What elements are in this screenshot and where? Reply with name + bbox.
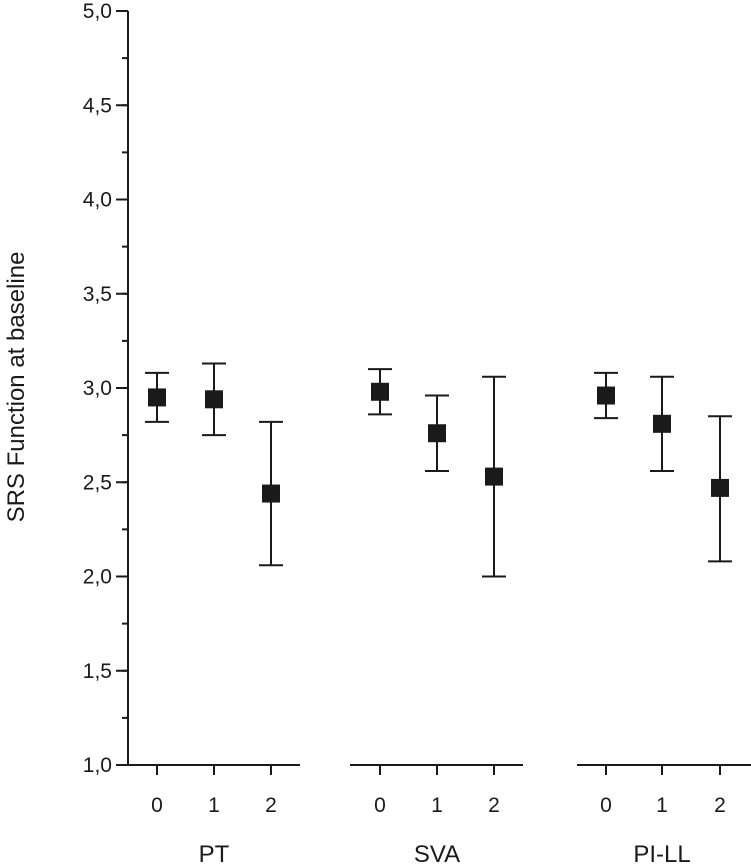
y-axis-label: SRS Function at baseline bbox=[3, 252, 30, 523]
group-label: SVA bbox=[414, 841, 460, 866]
data-point bbox=[653, 414, 671, 433]
data-point bbox=[711, 478, 729, 497]
y-tick-label: 2,0 bbox=[83, 566, 112, 589]
x-tick-label: 0 bbox=[374, 794, 386, 817]
y-tick-label: 5,0 bbox=[83, 0, 112, 23]
group-sva: 0 1 2 SVA bbox=[350, 368, 523, 866]
y-tick-label: 3,0 bbox=[83, 377, 112, 400]
data-point bbox=[428, 424, 446, 443]
x-tick-label: 2 bbox=[488, 794, 500, 817]
y-tick-label: 1,0 bbox=[83, 754, 112, 777]
x-tick-label: 2 bbox=[714, 794, 726, 817]
x-tick-label: 0 bbox=[600, 794, 612, 817]
data-point bbox=[597, 386, 615, 405]
data-point bbox=[148, 388, 166, 407]
y-tick-label: 2,5 bbox=[83, 471, 112, 494]
x-tick-label: 1 bbox=[431, 794, 443, 817]
data-point bbox=[205, 390, 223, 409]
x-tick-label: 1 bbox=[208, 794, 220, 817]
group-pt: 0 1 2 PT bbox=[128, 362, 300, 866]
data-point bbox=[371, 382, 389, 401]
y-tick-label: 4,5 bbox=[83, 94, 112, 117]
x-tick-label: 0 bbox=[151, 794, 163, 817]
data-point bbox=[485, 467, 503, 486]
x-tick-label: 2 bbox=[265, 794, 277, 817]
group-label: PI-LL bbox=[633, 841, 690, 866]
groups: 0 1 2 PT 0 1 2 SVA 0 1 2 PI-LL bbox=[128, 362, 751, 866]
x-tick-label: 1 bbox=[656, 794, 668, 817]
group-pi-ll: 0 1 2 PI-LL bbox=[577, 371, 751, 866]
y-tick-label: 4,0 bbox=[83, 189, 112, 212]
y-tick-label: 1,5 bbox=[83, 660, 112, 683]
group-label: PT bbox=[199, 841, 230, 866]
y-axis: 1,0 1,5 2,0 2,5 3,0 3,5 4,0 4,5 5,0 bbox=[83, 0, 129, 777]
data-point bbox=[262, 484, 280, 503]
y-tick-label: 3,5 bbox=[83, 283, 112, 306]
